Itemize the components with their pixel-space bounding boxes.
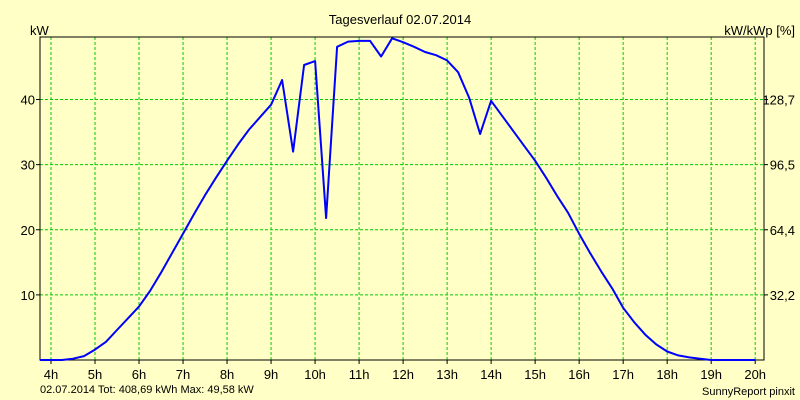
power-series-line — [40, 37, 756, 361]
x-tick-label-7: 11h — [349, 367, 370, 382]
x-tick-label-11: 15h — [524, 367, 546, 382]
y-tick-label-right-2: 96,5 — [770, 158, 795, 173]
x-tick-label-4: 8h — [220, 367, 234, 382]
footer-summary: 02.07.2014 Tot: 408,69 kWh Max: 49,58 kW — [40, 384, 254, 396]
chart-title: Tagesverlauf 02.07.2014 — [329, 12, 471, 27]
x-tick-label-1: 5h — [88, 367, 102, 382]
x-tick-label-0: 4h — [44, 367, 58, 382]
grid-lines — [40, 37, 764, 360]
x-tick-label-9: 13h — [436, 367, 458, 382]
x-tick-label-14: 18h — [656, 367, 678, 382]
x-tick-label-10: 14h — [480, 367, 502, 382]
plot-frame — [39, 36, 765, 361]
y-tick-label-left-0: 10 — [21, 288, 35, 303]
y-axis-label-left: kW — [30, 23, 50, 38]
x-tick-label-2: 6h — [132, 367, 146, 382]
y-tick-label-right-3: 128,7 — [762, 93, 795, 108]
x-tick-label-12: 16h — [568, 367, 590, 382]
footer-credit: SunnyReport pinxit — [702, 386, 795, 398]
y-tick-label-left-1: 20 — [21, 223, 35, 238]
y-tick-label-left-3: 40 — [21, 93, 35, 108]
y-tick-label-right-0: 32,2 — [770, 288, 795, 303]
y-tick-labels-left: 10 20 30 40 — [21, 93, 35, 303]
x-tick-label-5: 9h — [264, 367, 278, 382]
x-tick-label-6: 10h — [304, 367, 326, 382]
y-tick-label-left-2: 30 — [21, 158, 35, 173]
y-tick-label-right-1: 64,4 — [770, 223, 795, 238]
y-axis-label-right: kW/kWp [%] — [724, 23, 795, 38]
x-tick-label-16: 20h — [744, 367, 766, 382]
x-tick-label-13: 17h — [612, 367, 634, 382]
y-tick-labels-right: 32,2 64,4 96,5 128,7 — [762, 93, 795, 303]
x-tick-labels: 4h 5h 6h 7h 8h 9h 10h 11h 12h 13h 14h 15h 16h 17h 18h 1… — [44, 367, 766, 382]
x-tick-label-3: 7h — [176, 367, 190, 382]
x-tick-label-15: 19h — [700, 367, 722, 382]
x-tick-label-8: 12h — [392, 367, 414, 382]
